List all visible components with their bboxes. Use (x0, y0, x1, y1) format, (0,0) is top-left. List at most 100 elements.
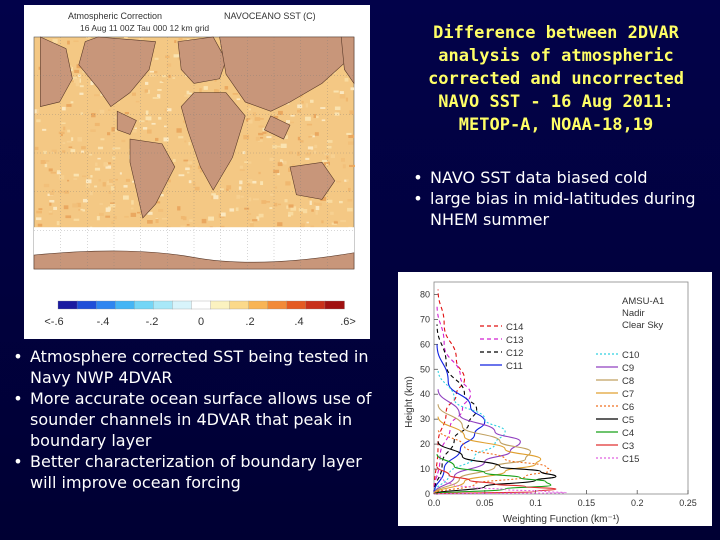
sst-speckle (248, 108, 251, 111)
sst-speckle (131, 200, 134, 205)
sst-speckle (85, 179, 92, 184)
sst-speckle (36, 109, 40, 114)
colorbar-label: <-.6 (44, 316, 63, 328)
colorbar-swatch (134, 300, 154, 310)
sst-speckle (284, 199, 288, 203)
sst-speckle (315, 210, 318, 215)
legend-label: C11 (506, 361, 523, 372)
y-tick-label: 60 (420, 339, 430, 349)
sst-speckle (300, 211, 303, 214)
colorbar-label: 0 (198, 316, 204, 328)
bullet-item: • large bias in mid-latitudes during NHE… (406, 188, 706, 230)
sst-speckle (94, 94, 100, 97)
sst-speckle (60, 132, 63, 137)
bullet-dot-icon: • (13, 347, 23, 366)
sst-speckle (270, 193, 274, 196)
sst-speckle (278, 110, 283, 115)
sst-speckle (188, 180, 192, 184)
sst-speckle (331, 222, 337, 225)
legend-label: C12 (506, 348, 523, 359)
plot-frame (433, 281, 689, 495)
sst-speckle (262, 131, 266, 134)
sst-speckle (36, 210, 43, 214)
sst-speckle (333, 221, 338, 224)
sst-speckle (65, 215, 72, 219)
sst-speckle (95, 162, 98, 167)
sst-speckle (138, 37, 144, 41)
sst-speckle (107, 132, 111, 136)
sst-speckle (311, 209, 314, 212)
sst-speckle (261, 200, 267, 204)
sst-speckle (307, 149, 311, 151)
y-tick-label: 20 (420, 439, 430, 449)
sst-speckle (172, 158, 176, 162)
sst-speckle (155, 218, 159, 224)
sst-speckle (252, 112, 257, 117)
sst-speckle (306, 123, 313, 126)
sst-speckle (333, 90, 339, 93)
sst-speckle (35, 217, 42, 221)
sst-speckle (119, 172, 122, 175)
sst-speckle (157, 88, 162, 91)
land-mass (180, 92, 246, 191)
sst-speckle (94, 185, 98, 188)
legend-label: C13 (506, 335, 523, 346)
sst-speckle (249, 223, 254, 227)
sst-speckle (260, 137, 264, 139)
weighting-function-chart-panel: Height (km) Weighting Function (km⁻¹) AM… (398, 272, 712, 526)
colorbar-swatch (191, 300, 212, 310)
sst-speckle (236, 194, 241, 199)
sst-speckle (48, 211, 52, 213)
legend-label: C3 (622, 441, 634, 452)
sst-speckle (288, 204, 294, 208)
sst-speckle (286, 103, 290, 105)
sst-speckle (321, 220, 324, 224)
sst-speckle (56, 221, 60, 226)
legend-label: C14 (506, 322, 523, 333)
sst-speckle (325, 163, 329, 166)
sst-speckle (75, 82, 80, 87)
sst-speckle (44, 160, 50, 162)
title-line: Difference between 2DVAR (433, 23, 679, 43)
sst-speckle (258, 125, 264, 128)
sst-speckle (180, 225, 186, 228)
sst-speckle (178, 136, 184, 139)
sst-speckle (163, 125, 167, 128)
sst-speckle (64, 190, 69, 194)
sst-speckle (51, 149, 57, 154)
sst-speckle (36, 119, 41, 123)
sst-speckle (123, 37, 128, 41)
colorbar-swatch (267, 300, 288, 310)
sst-speckle (269, 207, 273, 210)
sst-speckle (79, 92, 84, 95)
sst-speckle (187, 161, 193, 165)
sst-speckle (145, 81, 149, 85)
sst-speckle (90, 129, 96, 132)
sst-speckle (313, 202, 316, 205)
sst-speckle (80, 208, 84, 211)
sst-speckle (44, 163, 48, 168)
sst-speckle (344, 77, 349, 82)
sst-speckle (49, 200, 55, 203)
sst-speckle (110, 186, 115, 191)
sst-speckle (166, 63, 172, 67)
sst-speckle (220, 212, 226, 217)
sst-speckle (269, 157, 274, 162)
sst-speckle (258, 171, 261, 175)
colorbar-swatch (153, 300, 174, 310)
sst-speckle (255, 136, 260, 141)
title-line: METOP-A, NOAA-18,19 (458, 115, 654, 135)
sst-speckle (76, 64, 82, 69)
sst-speckle (248, 197, 252, 202)
legend-label: C15 (622, 454, 639, 465)
sst-speckle (177, 57, 181, 60)
sst-speckle (71, 76, 77, 80)
sst-speckle (130, 207, 134, 210)
y-tick-label: 0 (425, 489, 430, 499)
bullet-item: • NAVO SST data biased cold (406, 167, 706, 188)
sst-speckle (277, 162, 283, 167)
sst-speckle (125, 178, 131, 182)
sst-speckle (315, 115, 319, 119)
colorbar-swatch (305, 300, 326, 310)
sst-speckle (197, 165, 203, 170)
